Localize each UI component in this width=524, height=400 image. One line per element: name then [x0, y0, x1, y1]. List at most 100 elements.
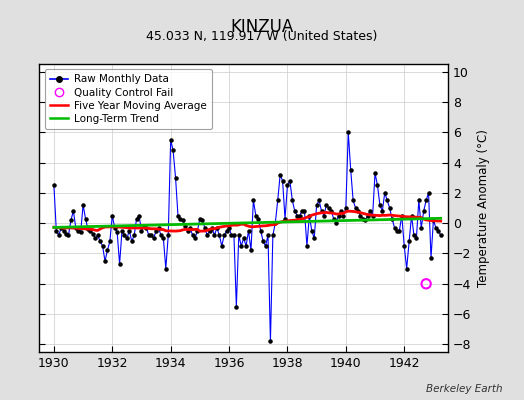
Point [427, 255, 435, 261]
Point [266, 338, 275, 344]
Point [62, 230, 70, 237]
Point [161, 266, 170, 272]
Point [283, 182, 292, 188]
Point [429, 217, 438, 223]
Point [64, 232, 73, 238]
Point [349, 197, 357, 204]
Point [137, 228, 146, 234]
Point [89, 230, 97, 237]
Y-axis label: Temperature Anomaly (°C): Temperature Anomaly (°C) [477, 129, 490, 287]
Point [398, 212, 406, 219]
Point [378, 208, 387, 214]
Point [118, 228, 126, 234]
Point [77, 229, 85, 236]
Point [293, 212, 301, 219]
Point [123, 235, 131, 242]
Point [235, 232, 243, 238]
Point [305, 212, 313, 219]
Point [337, 208, 345, 214]
Point [410, 232, 418, 238]
Point [330, 216, 338, 222]
Point [189, 232, 197, 238]
Point [412, 235, 421, 242]
Point [52, 228, 60, 234]
Point [393, 228, 401, 234]
Point [67, 217, 75, 223]
Point [373, 182, 381, 188]
Point [354, 208, 362, 214]
Point [152, 228, 160, 234]
Point [346, 167, 355, 173]
Point [296, 212, 304, 219]
Point [99, 243, 107, 249]
Point [169, 147, 177, 154]
Point [368, 212, 377, 219]
Point [106, 238, 114, 244]
Point [191, 235, 199, 242]
Point [332, 220, 340, 226]
Legend: Raw Monthly Data, Quality Control Fail, Five Year Moving Average, Long-Term Tren: Raw Monthly Data, Quality Control Fail, … [45, 69, 212, 129]
Point [436, 232, 445, 238]
Point [400, 243, 408, 249]
Point [215, 232, 224, 238]
Point [103, 247, 112, 254]
Point [361, 217, 369, 223]
Point [232, 303, 241, 310]
Point [208, 224, 216, 231]
Text: Berkeley Earth: Berkeley Earth [427, 384, 503, 394]
Point [54, 232, 63, 238]
Point [312, 202, 321, 208]
Point [271, 220, 279, 226]
Point [157, 232, 165, 238]
Point [278, 178, 287, 184]
Point [79, 202, 88, 208]
Point [334, 212, 343, 219]
Point [108, 212, 116, 219]
Point [261, 243, 270, 249]
Point [115, 261, 124, 267]
Point [417, 224, 425, 231]
Point [356, 212, 365, 219]
Point [223, 228, 231, 234]
Point [402, 266, 411, 272]
Point [86, 228, 95, 234]
Point [386, 205, 394, 211]
Point [230, 232, 238, 238]
Point [366, 208, 374, 214]
Point [72, 224, 80, 231]
Point [113, 229, 122, 236]
Point [315, 197, 323, 204]
Point [225, 224, 233, 231]
Point [176, 216, 184, 222]
Point [195, 216, 204, 222]
Point [320, 212, 328, 219]
Point [420, 208, 428, 214]
Point [371, 170, 379, 176]
Point [342, 205, 350, 211]
Point [407, 212, 416, 219]
Point [198, 217, 206, 223]
Point [57, 224, 66, 231]
Point [422, 197, 430, 204]
Point [300, 208, 309, 214]
Point [244, 228, 253, 234]
Point [201, 224, 209, 231]
Point [432, 224, 440, 231]
Point [213, 224, 221, 231]
Point [96, 238, 104, 244]
Point [91, 235, 100, 242]
Point [424, 190, 433, 196]
Point [249, 197, 258, 204]
Point [183, 228, 192, 234]
Point [125, 228, 134, 234]
Point [159, 235, 168, 242]
Point [171, 174, 180, 181]
Point [318, 208, 326, 214]
Point [327, 208, 335, 214]
Point [288, 197, 297, 204]
Point [390, 224, 399, 231]
Point [352, 205, 360, 211]
Point [298, 208, 306, 214]
Point [358, 216, 367, 222]
Point [69, 208, 78, 214]
